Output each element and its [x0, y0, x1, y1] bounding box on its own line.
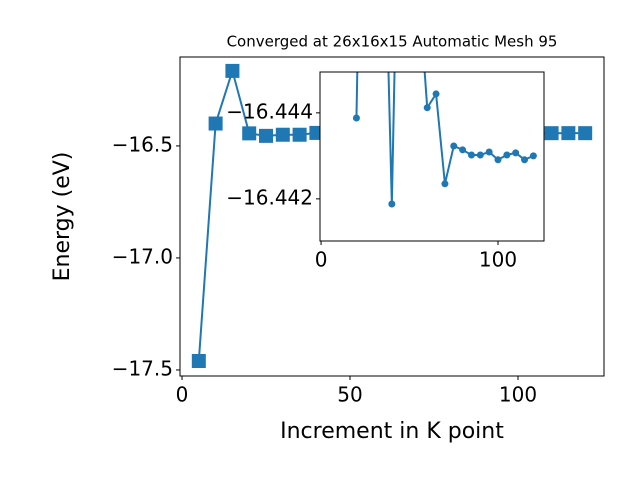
marker	[561, 126, 576, 141]
marker	[503, 151, 511, 159]
y-tick-label: −16.442	[226, 185, 313, 209]
marker	[275, 127, 290, 142]
y-tick-label: −17.5	[112, 356, 173, 380]
marker	[476, 151, 484, 159]
axes-frame	[319, 71, 545, 242]
x-tick-label: 0	[315, 248, 328, 272]
y-tick-label: −16.444	[226, 99, 313, 123]
marker	[544, 126, 559, 141]
marker	[242, 126, 257, 141]
marker	[208, 116, 223, 131]
marker	[352, 114, 360, 122]
chart-title: Converged at 26x16x15 Automatic Mesh 95	[227, 33, 558, 51]
x-axis-label: Increment in K point	[280, 419, 504, 444]
marker	[494, 156, 502, 164]
y-tick-label: −16.5	[112, 132, 173, 156]
x-tick-label: 50	[337, 383, 362, 407]
y-axis-label: Energy (eV)	[50, 152, 75, 282]
series-group	[352, 72, 537, 208]
marker	[432, 90, 440, 98]
marker	[450, 142, 458, 150]
marker	[441, 180, 449, 188]
plot-area	[320, 72, 544, 241]
marker	[521, 156, 529, 164]
marker	[485, 148, 493, 156]
marker	[467, 151, 475, 159]
marker	[259, 128, 274, 143]
marker	[459, 146, 467, 154]
marker	[512, 149, 520, 157]
x-tick-label: 0	[176, 383, 189, 407]
marker	[388, 200, 396, 208]
axes-frame	[179, 56, 605, 377]
marker	[225, 63, 240, 78]
marker	[423, 104, 431, 112]
marker	[529, 152, 537, 160]
marker	[191, 353, 206, 368]
marker	[292, 127, 307, 142]
x-tick-label: 100	[479, 248, 517, 272]
y-tick-label: −17.0	[112, 244, 173, 268]
marker	[578, 126, 593, 141]
x-tick-label: 100	[499, 383, 537, 407]
